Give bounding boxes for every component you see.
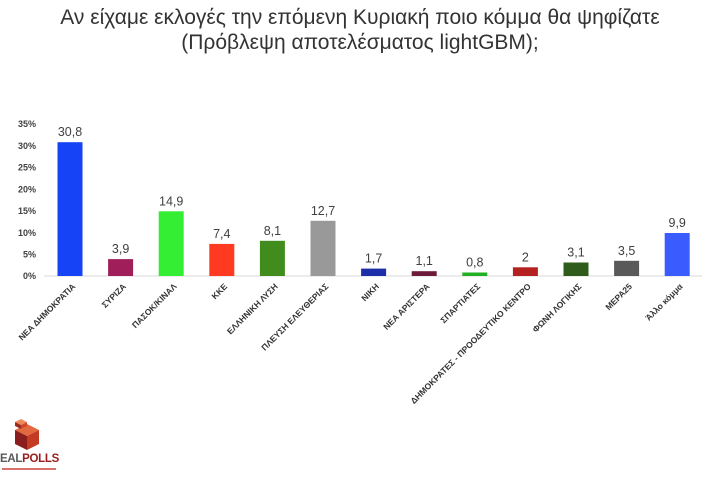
logo-wordmark: EALPOLLS	[0, 453, 59, 465]
logo-cube-icon	[15, 419, 39, 450]
value-label: 1,1	[416, 254, 433, 268]
value-label: 2	[522, 250, 529, 264]
realpolls-logo: EALPOLLS	[0, 418, 66, 474]
bar	[512, 267, 538, 276]
bar	[411, 271, 437, 276]
category-label: ΕΛΛΗΝΙΚΗ ΛΥΣΗ	[225, 281, 280, 336]
y-tick-label: 15%	[18, 206, 36, 216]
chart-title-block: Αν είχαμε εκλογές την επόμενη Κυριακή πο…	[0, 5, 720, 55]
category-label: ΦΩΝΗ ΛΟΓΙΚΗΣ	[530, 281, 583, 334]
bars	[57, 142, 690, 276]
bar	[158, 211, 184, 276]
chart-subtitle: (Πρόβλεψη αποτελέσματος lightGBM);	[181, 31, 539, 54]
y-axis: 0% 5% 10% 15% 20% 25% 30% 35%	[18, 119, 36, 281]
logo-tagline	[2, 468, 56, 470]
logo-text-accent: POLLS	[22, 453, 59, 465]
bar	[361, 268, 387, 276]
category-label: ΝΕΑ ΑΡΙΣΤΕΡΑ	[381, 281, 431, 331]
category-label: ΜΕΡΑ25	[603, 281, 634, 312]
value-label: 9,9	[669, 216, 686, 230]
category-label: ΣΠΑΡΤΙΑΤΕΣ	[438, 281, 482, 325]
chart-title: Αν είχαμε εκλογές την επόμενη Κυριακή πο…	[60, 6, 660, 29]
bar	[209, 243, 235, 276]
y-tick-label: 30%	[18, 141, 36, 151]
value-label: 1,7	[365, 252, 382, 266]
value-label: 3,9	[112, 242, 129, 256]
bar	[664, 233, 690, 276]
y-tick-label: 0%	[23, 271, 36, 281]
bar	[310, 220, 336, 276]
category-label: ΠΑΣΟΚ/ΚΙΝΑΛ	[130, 281, 179, 330]
category-label: Άλλο κόμμα	[643, 281, 685, 323]
value-label: 8,1	[264, 224, 281, 238]
bar	[108, 259, 134, 276]
value-label: 3,1	[567, 246, 584, 260]
y-tick-label: 35%	[18, 119, 36, 129]
y-tick-label: 20%	[18, 184, 36, 194]
bar	[614, 260, 640, 276]
category-label: ΚΚΕ	[209, 281, 229, 301]
value-label: 3,5	[618, 244, 635, 258]
value-label: 14,9	[159, 194, 183, 208]
category-label: ΝΕΑ ΔΗΜΟΚΡΑΤΙΑ	[16, 281, 77, 342]
category-label: ΝΙΚΗ	[359, 281, 381, 303]
bar	[462, 272, 488, 276]
category-labels: ΝΕΑ ΔΗΜΟΚΡΑΤΙΑ ΣΥΡΙΖΑ ΠΑΣΟΚ/ΚΙΝΑΛ ΚΚΕΕΛΛΗΝΙ…	[16, 281, 685, 406]
value-labels: 30,8 3,9 14,9 7,4 8,1 12,7 1,7 1,1 0,8 2 3,1 3,5 9,9	[58, 125, 686, 269]
bar	[563, 262, 589, 276]
value-label: 30,8	[58, 125, 82, 139]
y-tick-label: 5%	[23, 250, 36, 260]
value-label: 0,8	[466, 256, 483, 270]
value-label: 12,7	[311, 204, 335, 218]
y-tick-label: 10%	[18, 228, 36, 238]
bar	[57, 142, 83, 276]
value-label: 7,4	[213, 227, 230, 241]
bar	[259, 240, 285, 276]
y-tick-label: 25%	[18, 163, 36, 173]
category-label: ΣΥΡΙΖΑ	[100, 281, 128, 309]
logo-text-dark: EAL	[0, 453, 23, 465]
